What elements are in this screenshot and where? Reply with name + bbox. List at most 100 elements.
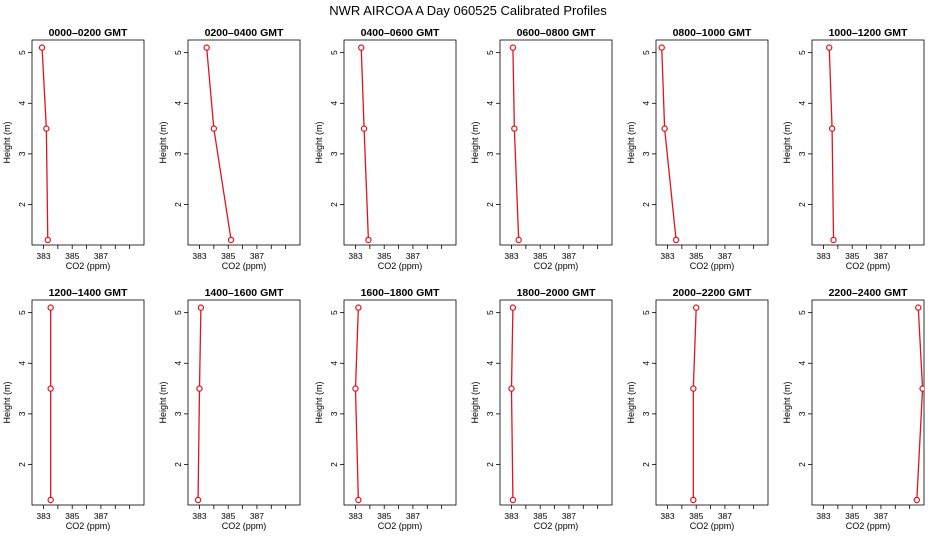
y-axis-label: Height (m) <box>2 121 12 163</box>
x-tick-label: 383 <box>348 251 362 261</box>
y-tick-label: 3 <box>485 411 495 416</box>
x-axis-label: CO2 (ppm) <box>222 521 267 531</box>
profile-line <box>661 47 677 241</box>
x-axis-label: CO2 (ppm) <box>378 261 423 271</box>
panel-title: 0200–0400 GMT <box>205 27 284 39</box>
y-tick-label: 5 <box>329 50 339 55</box>
data-point <box>919 385 924 392</box>
profile-series <box>203 44 235 244</box>
y-tick-label: 5 <box>173 50 183 55</box>
panel-title: 0800–1000 GMT <box>673 27 752 39</box>
data-point <box>509 44 517 51</box>
x-tick-label: 383 <box>816 251 830 261</box>
y-tick-label: 4 <box>641 361 651 366</box>
data-point <box>515 236 522 244</box>
y-tick-label: 5 <box>797 50 807 55</box>
panel-title: 0400–0600 GMT <box>361 27 440 39</box>
data-point <box>915 304 922 311</box>
profile-line <box>206 47 232 241</box>
profile-series <box>38 44 51 244</box>
profile-series <box>47 304 54 504</box>
y-tick-label: 3 <box>485 151 495 156</box>
y-tick-label: 2 <box>173 462 183 467</box>
y-axis-label: Height (m) <box>314 121 324 163</box>
y-tick-label: 3 <box>329 151 339 156</box>
x-axis-label: CO2 (ppm) <box>690 261 735 271</box>
data-point <box>509 496 517 504</box>
y-tick-label: 5 <box>485 50 495 55</box>
x-tick-label: 385 <box>377 511 391 521</box>
x-tick-label: 387 <box>562 511 576 521</box>
profile-series <box>508 304 517 504</box>
panel-title: 1400–1600 GMT <box>205 287 284 299</box>
data-point <box>511 125 518 132</box>
data-point <box>826 44 833 51</box>
y-axis-label: Height (m) <box>626 381 636 423</box>
data-point <box>194 496 202 504</box>
panel-title: 1000–1200 GMT <box>829 27 908 39</box>
data-point <box>38 44 46 51</box>
panel-title: 2000–2200 GMT <box>673 287 752 299</box>
y-tick-label: 2 <box>797 462 807 467</box>
panel-title: 1200–1400 GMT <box>49 287 128 299</box>
figure-title: NWR AIRCOA A Day 060525 Calibrated Profi… <box>329 3 607 18</box>
y-tick-label: 4 <box>173 361 183 366</box>
x-tick-label: 387 <box>718 251 732 261</box>
y-tick-label: 3 <box>797 411 807 416</box>
plot-frame <box>499 39 613 246</box>
data-point <box>227 236 235 244</box>
x-tick-label: 383 <box>36 251 50 261</box>
plot-frame <box>655 299 769 506</box>
y-tick-label: 3 <box>17 151 27 156</box>
y-tick-label: 2 <box>797 202 807 207</box>
y-axis-label: Height (m) <box>470 381 480 423</box>
y-tick-label: 5 <box>17 50 27 55</box>
panel-title: 0600–0800 GMT <box>517 27 596 39</box>
y-tick-label: 2 <box>17 202 27 207</box>
plot-frame <box>187 299 301 506</box>
profile-line <box>41 47 49 240</box>
y-axis-label: Height (m) <box>158 121 168 163</box>
profile-line <box>828 47 835 240</box>
profile-series <box>913 304 924 504</box>
data-point <box>197 304 205 311</box>
y-tick-label: 4 <box>797 361 807 366</box>
x-tick-label: 387 <box>250 511 264 521</box>
x-axis-label: CO2 (ppm) <box>534 261 579 271</box>
y-tick-label: 2 <box>329 462 339 467</box>
x-axis-label: CO2 (ppm) <box>222 261 267 271</box>
x-axis-label: CO2 (ppm) <box>378 521 423 531</box>
y-tick-label: 2 <box>329 202 339 207</box>
data-point <box>43 125 50 132</box>
panel-title: 0000–0200 GMT <box>49 27 128 39</box>
profile-line <box>916 307 924 500</box>
x-axis-label: CO2 (ppm) <box>534 521 579 531</box>
y-tick-label: 5 <box>17 310 27 315</box>
data-point <box>830 236 837 244</box>
x-tick-label: 385 <box>845 251 859 261</box>
y-tick-label: 5 <box>173 310 183 315</box>
plot-frame <box>499 299 613 506</box>
y-tick-label: 2 <box>641 462 651 467</box>
y-tick-label: 5 <box>641 310 651 315</box>
x-axis-label: CO2 (ppm) <box>690 521 735 531</box>
data-point <box>509 304 517 311</box>
plot-frame <box>811 299 925 506</box>
plot-frame <box>31 299 145 506</box>
data-point <box>913 496 921 504</box>
profile-series <box>690 304 700 504</box>
x-tick-label: 387 <box>406 511 420 521</box>
x-tick-label: 385 <box>689 511 703 521</box>
data-point <box>672 236 680 244</box>
data-point <box>658 44 665 51</box>
data-point <box>210 125 218 132</box>
x-tick-label: 387 <box>718 511 732 521</box>
x-tick-label: 383 <box>660 511 674 521</box>
